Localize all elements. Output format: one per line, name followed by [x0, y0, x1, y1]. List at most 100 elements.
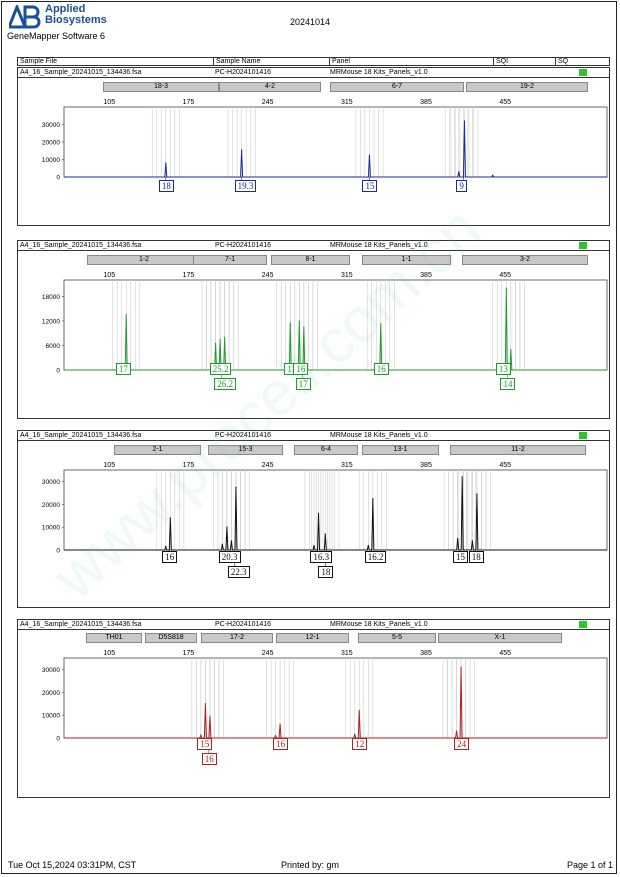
chart-area: 105 175 245 315 385 455 10000 20000 30000 0 18 19.3…: [18, 95, 609, 225]
peak-point[interactable]: [461, 476, 463, 478]
peak-point[interactable]: [313, 544, 315, 547]
peak-point[interactable]: [279, 723, 281, 725]
peak-point[interactable]: [204, 703, 207, 705]
peak-point[interactable]: [235, 486, 237, 488]
allele-call-label[interactable]: 19.3: [234, 180, 257, 192]
allele-call-label[interactable]: 26.2: [214, 378, 236, 390]
x-tick-label: 315: [341, 462, 353, 469]
y-tick-label: 20000: [42, 502, 60, 509]
allele-call-label[interactable]: 16: [201, 753, 217, 765]
peak-point[interactable]: [125, 314, 127, 316]
allele-call-label[interactable]: 25.2: [209, 363, 232, 375]
marker-label[interactable]: 1-1: [362, 255, 451, 265]
panel-name: MRMouse 18 Kits_Panels_v1.0: [330, 69, 428, 76]
peak-point[interactable]: [230, 540, 233, 542]
allele-call-label[interactable]: 15: [197, 738, 213, 750]
peak-point[interactable]: [221, 543, 223, 545]
allele-call-label[interactable]: 14: [500, 378, 516, 390]
marker-label[interactable]: 17-2: [201, 633, 273, 643]
allele-call-label[interactable]: 18: [468, 551, 484, 563]
allele-call-label[interactable]: 16.3: [310, 551, 333, 563]
allele-call-label[interactable]: 24: [454, 738, 470, 750]
peak-point[interactable]: [303, 326, 305, 328]
peak-point[interactable]: [471, 540, 473, 542]
allele-call-label[interactable]: 17: [115, 363, 131, 375]
peak-point[interactable]: [165, 162, 167, 164]
peak-point[interactable]: [298, 320, 300, 322]
allele-call-label[interactable]: 16: [162, 551, 178, 563]
allele-call-label[interactable]: 18: [158, 180, 174, 192]
panel-name: MRMouse 18 Kits_Panels_v1.0: [330, 432, 428, 439]
peak-point[interactable]: [324, 533, 326, 535]
sq-status-indicator: [579, 432, 587, 439]
allele-call-label[interactable]: 15: [452, 551, 468, 563]
electropherogram-panel-green: A4_16_Sample_20241015_134436.fsa PC-H202…: [17, 240, 610, 419]
allele-call-label[interactable]: 22.3: [227, 566, 250, 578]
y-tick-label: 0: [56, 175, 60, 182]
marker-label[interactable]: 1-2: [87, 255, 201, 265]
peak-point[interactable]: [224, 336, 226, 338]
marker-label[interactable]: 6-7: [330, 82, 464, 92]
marker-label[interactable]: TH01: [86, 633, 142, 643]
peak-point[interactable]: [209, 715, 211, 717]
marker-label[interactable]: 5-5: [358, 633, 436, 643]
peak-point[interactable]: [274, 735, 277, 737]
peak-point[interactable]: [457, 537, 459, 540]
x-tick-label: 315: [341, 650, 353, 657]
marker-label[interactable]: 13-1: [362, 445, 439, 455]
peak-point[interactable]: [219, 338, 221, 340]
electropherogram-svg: 105 175 245 315 385 455 10000 20000 30000 0: [42, 462, 608, 566]
y-tick-label: 30000: [42, 122, 60, 129]
column-header-row: Sample File Sample Name Panel SQI SQ: [17, 57, 610, 66]
marker-label[interactable]: 3-2: [462, 255, 588, 265]
peak-point[interactable]: [372, 497, 374, 500]
marker-label[interactable]: 11-2: [450, 445, 586, 455]
peak-point[interactable]: [169, 517, 171, 519]
trace-line: [64, 667, 607, 739]
peak-point[interactable]: [380, 323, 382, 325]
allele-call-label[interactable]: 16.2: [364, 551, 387, 563]
marker-label[interactable]: 18-3: [103, 82, 219, 92]
allele-call-label[interactable]: 16: [373, 363, 389, 375]
allele-call-label[interactable]: 15: [362, 180, 378, 192]
peak-point[interactable]: [460, 666, 462, 668]
marker-label[interactable]: X-1: [438, 633, 562, 643]
peak-point[interactable]: [368, 154, 371, 156]
peak-point[interactable]: [354, 733, 356, 736]
marker-label[interactable]: 7-1: [193, 255, 267, 265]
peak-point[interactable]: [463, 120, 466, 122]
allele-call-label[interactable]: 12: [352, 738, 368, 750]
allele-call-label[interactable]: 18: [318, 566, 334, 578]
peak-point[interactable]: [226, 526, 228, 528]
marker-label[interactable]: 12-1: [276, 633, 349, 643]
allele-call-label[interactable]: 20.3: [218, 551, 241, 563]
marker-label[interactable]: 15-3: [208, 445, 283, 455]
peak-point[interactable]: [510, 348, 512, 351]
allele-call-label[interactable]: 17: [295, 378, 311, 390]
peak-point[interactable]: [289, 322, 291, 324]
allele-call-label[interactable]: 16: [293, 363, 309, 375]
peak-point[interactable]: [455, 730, 458, 732]
peak-point[interactable]: [317, 512, 320, 515]
peak-point[interactable]: [505, 287, 507, 289]
allele-call-label[interactable]: 16: [273, 738, 289, 750]
peak-point[interactable]: [367, 544, 369, 547]
marker-label[interactable]: 2-1: [114, 445, 201, 455]
marker-label[interactable]: 19-2: [466, 82, 588, 92]
peak-point[interactable]: [492, 174, 494, 176]
marker-label[interactable]: 8-1: [271, 255, 350, 265]
marker-label[interactable]: 4-2: [219, 82, 321, 92]
peak-point[interactable]: [200, 734, 202, 736]
peak-point[interactable]: [476, 493, 478, 495]
peak-point[interactable]: [358, 709, 360, 712]
allele-call-label[interactable]: 9: [456, 180, 467, 192]
peak-point[interactable]: [214, 342, 217, 345]
peak-point[interactable]: [165, 545, 167, 548]
x-tick-label: 385: [420, 272, 432, 279]
allele-call-label[interactable]: 13: [495, 363, 511, 375]
marker-label[interactable]: 6-4: [294, 445, 358, 455]
marker-label[interactable]: D5S818: [145, 633, 197, 643]
y-tick-label: 10000: [42, 713, 60, 720]
peak-point[interactable]: [241, 149, 243, 151]
peak-point[interactable]: [458, 171, 460, 173]
